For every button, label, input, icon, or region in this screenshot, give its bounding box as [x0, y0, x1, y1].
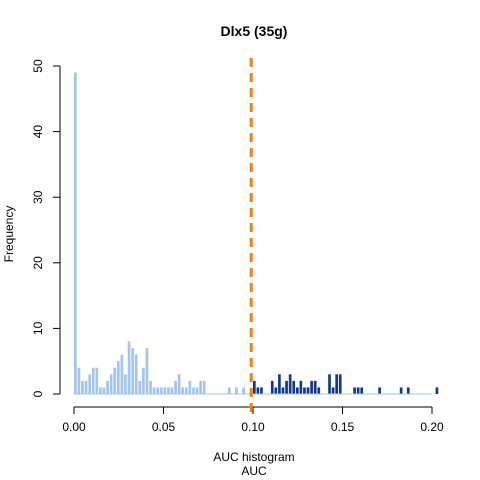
- histogram-bar: [195, 387, 199, 394]
- histogram-bar: [278, 374, 281, 394]
- histogram-bar: [313, 380, 317, 394]
- histogram-bar: [353, 387, 356, 394]
- histogram-bar: [113, 367, 117, 394]
- histogram-bar: [242, 387, 245, 394]
- histogram-bar: [399, 387, 403, 394]
- histogram-bar: [299, 380, 303, 394]
- x-tick-label: 0.15: [331, 420, 355, 434]
- histogram-bar: [378, 387, 381, 394]
- histogram-bar: [295, 387, 299, 394]
- histogram-bar: [303, 387, 306, 394]
- y-axis: 0 10 20 30 40 50: [31, 59, 61, 397]
- histogram-bar: [335, 374, 339, 394]
- histogram-bar: [406, 387, 410, 394]
- histogram-bar: [81, 380, 84, 394]
- histogram-bars: [74, 72, 439, 395]
- histogram-bar: [310, 380, 313, 394]
- x-axis: 0.00 0.05 0.10 0.15 0.20: [62, 406, 444, 434]
- x-axis-label: AUC histogram: [213, 450, 294, 464]
- histogram-bar: [285, 380, 288, 394]
- histogram-bar: [116, 361, 120, 394]
- histogram-bar: [156, 387, 160, 394]
- histogram-bar: [184, 387, 188, 394]
- y-tick-label: 40: [31, 125, 45, 139]
- histogram-bar: [256, 387, 260, 394]
- histogram-bar: [77, 367, 81, 394]
- y-axis-label: Frequency: [2, 206, 16, 263]
- histogram-bar: [170, 387, 174, 394]
- histogram-bar: [306, 387, 310, 394]
- y-tick-label: 0: [31, 390, 45, 397]
- histogram-bar: [253, 380, 256, 394]
- histogram-bar: [127, 341, 131, 394]
- histogram-bar: [270, 380, 274, 394]
- histogram-bar: [288, 374, 292, 394]
- histogram-bar: [102, 387, 106, 394]
- y-tick-label: 20: [31, 256, 45, 270]
- histogram-bar: [95, 367, 99, 394]
- x-tick-label: 0.05: [152, 420, 176, 434]
- histogram-bar: [159, 387, 163, 394]
- chart-title: Dlx5 (35g): [221, 23, 288, 39]
- histogram-bar: [292, 380, 296, 394]
- histogram-bar: [91, 367, 95, 394]
- histogram-bar: [134, 354, 138, 394]
- histogram-bar: [435, 387, 439, 394]
- y-tick-label: 50: [31, 59, 45, 73]
- x-axis-sublabel: AUC: [241, 464, 267, 478]
- histogram-bar: [338, 374, 342, 394]
- histogram-bar: [181, 387, 185, 394]
- histogram-bar: [149, 380, 152, 394]
- histogram-bar: [131, 348, 134, 394]
- histogram-bar: [235, 387, 238, 394]
- histogram-bar: [74, 72, 77, 394]
- histogram-bar: [356, 387, 360, 394]
- histogram-bar: [328, 374, 331, 394]
- histogram-bar: [331, 387, 335, 394]
- histogram-bar: [142, 367, 145, 394]
- histogram-bar: [227, 387, 231, 394]
- histogram-bar: [84, 380, 88, 394]
- histogram-bar: [145, 348, 149, 394]
- x-tick-label: 0.10: [241, 420, 265, 434]
- histogram-bar: [174, 380, 177, 394]
- histogram-bar: [202, 380, 206, 394]
- histogram-bar: [274, 387, 278, 394]
- histogram-bar: [124, 374, 127, 394]
- histogram-bar: [317, 387, 321, 394]
- histogram-bar: [88, 374, 91, 394]
- histogram-bar: [188, 380, 192, 394]
- histogram-bar: [138, 380, 142, 394]
- histogram-bar: [192, 387, 195, 394]
- histogram-bar: [163, 387, 167, 394]
- histogram-bar: [199, 380, 202, 394]
- x-tick-label: 0.00: [62, 420, 86, 434]
- histogram-bar: [106, 380, 109, 394]
- y-tick-label: 30: [31, 190, 45, 204]
- histogram-bar: [281, 387, 285, 394]
- histogram-bar: [120, 354, 124, 394]
- histogram-bar: [99, 387, 102, 394]
- x-tick-label: 0.20: [420, 420, 444, 434]
- histogram-bar: [152, 387, 156, 394]
- histogram-bar: [177, 374, 181, 394]
- histogram-bar: [167, 387, 170, 394]
- histogram-bar: [109, 374, 113, 394]
- histogram-bar: [360, 387, 364, 394]
- y-tick-label: 10: [31, 321, 45, 335]
- histogram-bar: [260, 387, 263, 394]
